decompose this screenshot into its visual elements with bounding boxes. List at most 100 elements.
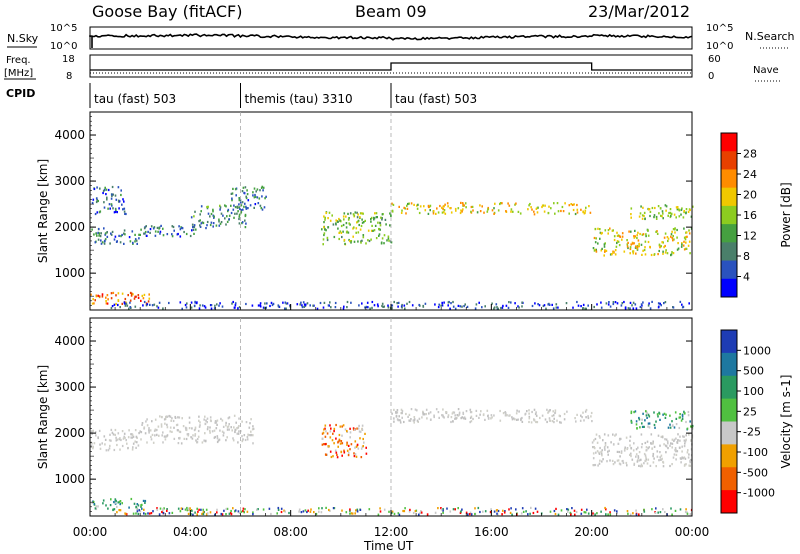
power-cell: [380, 216, 382, 219]
velocity-cell: [161, 434, 163, 437]
velocity-cell: [241, 435, 243, 438]
power-cell: [106, 294, 109, 297]
power-cell: [358, 223, 360, 227]
power-cell: [103, 242, 106, 245]
power-cell: [464, 303, 466, 306]
power-cell: [619, 235, 622, 238]
velocity-cell: [216, 508, 218, 511]
velocity-cell: [616, 450, 619, 453]
power-cell: [237, 210, 239, 213]
velocity-cell: [689, 464, 691, 467]
power-cell: [105, 193, 107, 196]
power-cell: [384, 218, 387, 221]
power-cell: [120, 193, 122, 197]
velocity-cell: [546, 408, 548, 411]
power-cell: [212, 214, 215, 217]
power-cell: [672, 239, 674, 242]
colorbar-swatch: [721, 330, 737, 354]
velocity-cell: [462, 417, 465, 420]
velocity-cell: [626, 510, 629, 513]
velocity-cell: [613, 509, 616, 512]
power-cell: [185, 306, 188, 309]
velocity-cell: [592, 512, 594, 515]
velocity-cell: [574, 417, 576, 420]
velocity-cell: [196, 507, 198, 510]
velocity-cell: [673, 426, 676, 429]
velocity-cell: [635, 453, 638, 456]
power-cell: [676, 228, 678, 232]
power-cell: [418, 303, 420, 307]
velocity-cell: [200, 508, 202, 511]
power-cell: [240, 204, 243, 207]
cpid-label: CPID: [6, 87, 35, 100]
velocity-cell: [405, 412, 407, 416]
power-cell: [670, 212, 673, 215]
velocity-cell: [349, 448, 351, 451]
velocity-cell: [116, 443, 118, 447]
velocity-cell: [548, 417, 551, 420]
velocity-cell: [306, 510, 308, 514]
velocity-cell: [182, 425, 185, 428]
power-cell: [111, 194, 113, 198]
power-cell: [238, 213, 241, 216]
power-cell: [346, 306, 348, 309]
velocity-cell: [403, 510, 406, 513]
power-cell: [608, 301, 610, 304]
velocity-cell: [165, 415, 167, 418]
power-cell: [650, 253, 653, 257]
power-cell: [649, 307, 652, 310]
velocity-cell: [110, 428, 113, 431]
power-cell: [632, 252, 635, 255]
power-cell: [362, 234, 365, 237]
power-cell: [536, 206, 539, 209]
velocity-cell: [642, 412, 644, 415]
power-cell: [595, 248, 597, 251]
velocity-cell: [459, 511, 462, 514]
power-cell: [107, 298, 109, 301]
velocity-cell: [336, 453, 338, 456]
velocity-cell: [644, 441, 647, 445]
velocity-cell: [233, 414, 236, 417]
velocity-cell: [598, 451, 600, 454]
velocity-cell: [356, 427, 358, 430]
velocity-cell: [662, 508, 664, 511]
power-cell: [535, 207, 538, 210]
velocity-cell: [141, 422, 144, 425]
velocity-cell: [105, 449, 108, 452]
velocity-cell: [552, 410, 554, 413]
power-cell: [667, 214, 669, 217]
velocity-cell: [681, 450, 683, 453]
velocity-cell: [309, 510, 312, 513]
velocity-cell: [689, 459, 691, 462]
power-cell: [358, 304, 360, 307]
velocity-cell: [134, 440, 136, 443]
power-cell: [159, 230, 162, 233]
velocity-cell: [166, 508, 168, 511]
power-cell: [474, 307, 477, 310]
velocity-cell: [592, 457, 595, 460]
power-cell: [373, 216, 375, 219]
power-cell: [685, 211, 687, 214]
velocity-cell: [684, 510, 687, 514]
velocity-cell: [340, 440, 343, 443]
velocity-cell: [196, 441, 199, 444]
power-cell: [651, 300, 653, 303]
power-cell: [140, 299, 142, 302]
colorbar-swatch: [721, 260, 737, 280]
velocity-cell: [162, 441, 164, 444]
power-cell: [125, 302, 128, 305]
power-cell: [213, 307, 216, 310]
velocity-cell: [549, 419, 552, 422]
power-cell: [685, 231, 688, 234]
power-cell: [661, 215, 663, 218]
power-cell: [621, 235, 624, 238]
velocity-cell: [185, 428, 188, 432]
velocity-cell: [340, 451, 343, 454]
velocity-cell: [103, 435, 106, 438]
power-cell: [381, 218, 383, 221]
velocity-cell: [237, 510, 240, 513]
velocity-cell: [216, 437, 219, 440]
velocity-cell: [150, 435, 152, 438]
power-cell: [547, 212, 550, 215]
power-cell: [629, 307, 631, 310]
